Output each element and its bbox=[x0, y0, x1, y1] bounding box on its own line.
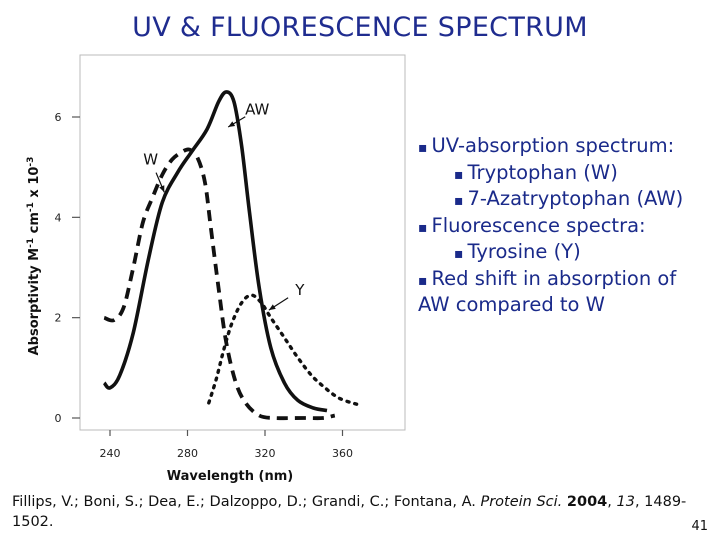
citation-authors: Fillips, V.; Boni, S.; Dea, E.; Dalzoppo… bbox=[12, 494, 481, 510]
citation-volume: 13 bbox=[616, 494, 635, 510]
x-axis-label: Wavelength (nm) bbox=[167, 469, 293, 484]
annotation-w: W bbox=[143, 151, 158, 169]
annotation-aw: AW bbox=[245, 100, 269, 118]
annotation-arrowhead bbox=[159, 185, 165, 193]
series-line-w bbox=[103, 147, 336, 421]
bullet-item: ▪ Red shift in absorption of AW compared … bbox=[418, 266, 677, 317]
annotation-arrowhead bbox=[268, 304, 276, 311]
x-tick-label: 240 bbox=[100, 447, 121, 460]
y-tick-label: 6 bbox=[55, 111, 62, 124]
y-tick-label: 0 bbox=[55, 412, 62, 425]
bullet-item: ▪ Tyrosine (Y) bbox=[454, 240, 581, 263]
annotation-arrowhead bbox=[228, 121, 236, 128]
bullet-item: ▪ Fluorescence spectra: bbox=[418, 213, 646, 237]
y-tick-label: 2 bbox=[55, 312, 62, 325]
citation-pages: , 1489-1502. bbox=[12, 494, 687, 530]
series-line-aw bbox=[102, 90, 328, 413]
plot-frame bbox=[79, 54, 406, 431]
bullet-item: ▪ UV-absorption spectrum: bbox=[418, 134, 675, 157]
x-tick-label: 320 bbox=[255, 447, 276, 460]
bullet-item: ▪ 7-Azatryptophan (AW) bbox=[454, 187, 684, 210]
bullet-item: ▪ Tryptophan (W) bbox=[454, 160, 618, 184]
page-number: 41 bbox=[691, 519, 708, 534]
bullet-list: ▪ UV-absorption spectrum: ▪ Tryptophan (W)… bbox=[418, 134, 708, 318]
slide-title: UV & FLUORESCENCE SPECTRUM bbox=[132, 12, 588, 43]
citation-journal: Protein Sci. bbox=[480, 494, 563, 510]
annotation-y: Y bbox=[294, 281, 305, 299]
citation: Fillips, V.; Boni, S.; Dea, E.; Dalzoppo… bbox=[12, 494, 687, 530]
series-line-y bbox=[207, 293, 364, 408]
y-tick-label: 4 bbox=[55, 211, 62, 224]
citation-year: 2004 bbox=[566, 494, 608, 510]
x-tick-label: 360 bbox=[332, 447, 353, 460]
x-tick-label: 280 bbox=[177, 447, 198, 460]
